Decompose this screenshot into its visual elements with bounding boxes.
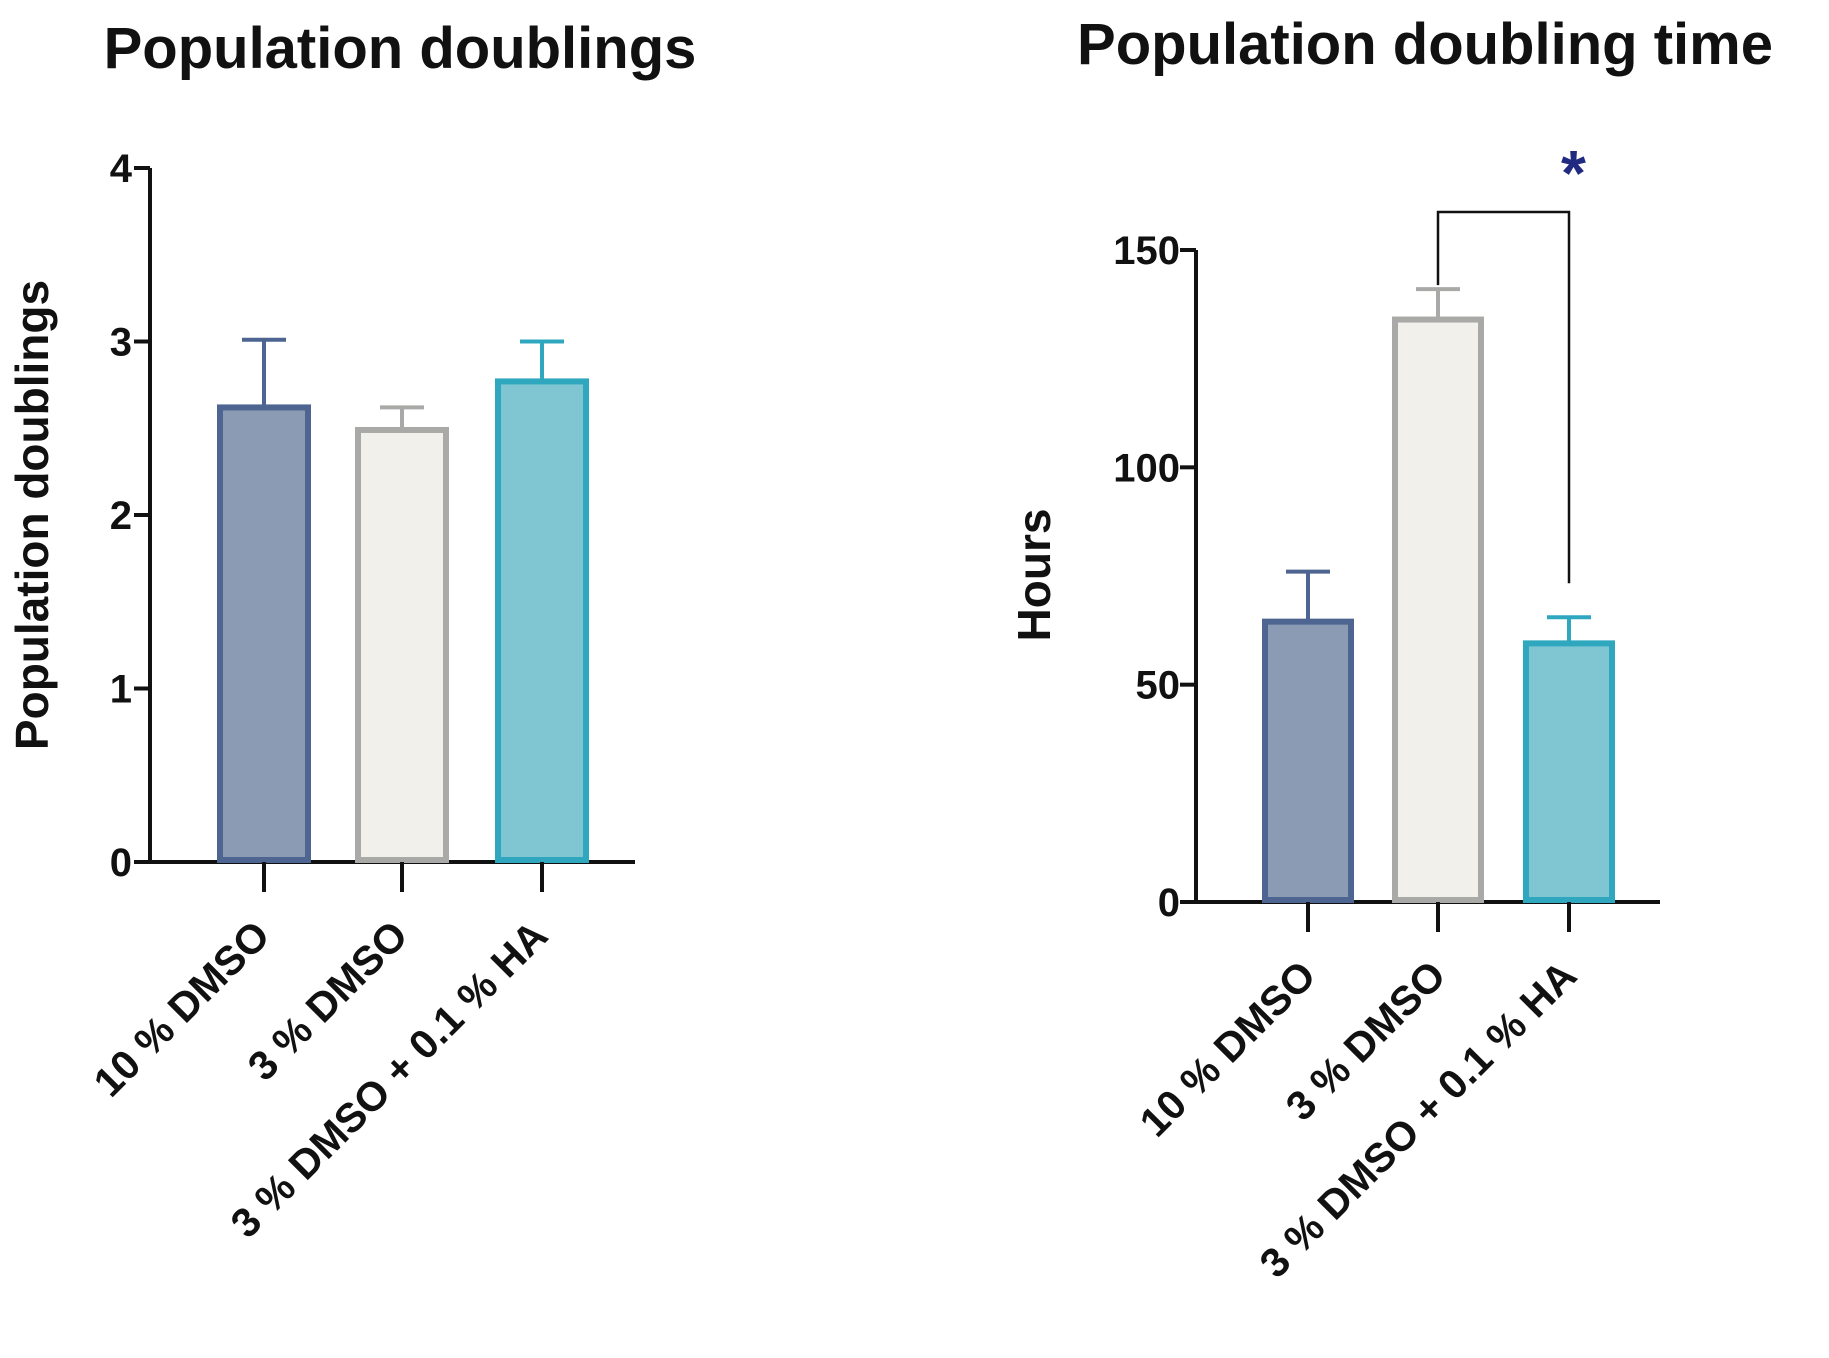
y-tick-label: 100 — [1113, 446, 1180, 490]
x-tick-label: 10 % DMSO — [85, 912, 279, 1106]
significance-bracket — [1436, 210, 1571, 584]
y-axis-label: Population doublings — [6, 280, 58, 750]
y-tick-label: 0 — [110, 841, 132, 885]
y-tick-label: 1 — [110, 668, 132, 712]
y-axis-label: Hours — [1008, 509, 1060, 642]
significance-marker: * — [1561, 137, 1586, 209]
chart-title: Population doublings — [104, 16, 697, 81]
y-tick-label: 2 — [110, 494, 132, 538]
chart-title: Population doubling time — [1077, 12, 1773, 77]
bar — [355, 426, 449, 863]
population-doublings-chart: Population doublings Population doublings… — [6, 16, 696, 1246]
population-doubling-time-chart: Population doubling timeHours05010015010… — [1008, 12, 1773, 1286]
y-tick-label: 150 — [1113, 229, 1180, 273]
y-tick-label: 3 — [110, 321, 132, 365]
bar — [1392, 316, 1484, 903]
bar — [1523, 640, 1615, 904]
y-tick-label: 50 — [1136, 664, 1181, 708]
y-tick-label: 4 — [110, 147, 133, 191]
y-tick-label: 0 — [1158, 881, 1180, 925]
bar — [1262, 618, 1354, 903]
bar — [217, 404, 311, 863]
bar — [495, 378, 589, 863]
